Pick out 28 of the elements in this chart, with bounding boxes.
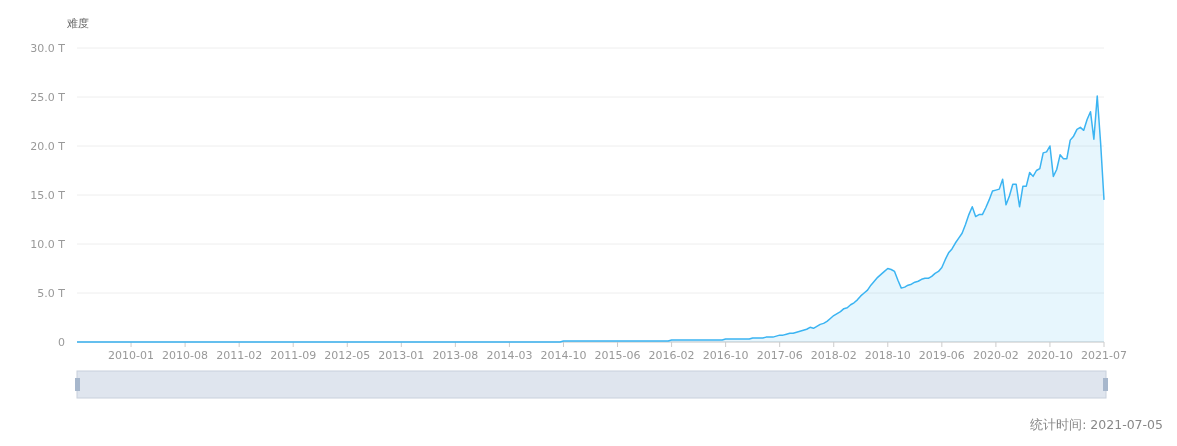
x-tick-label: 2012-05 [324,349,371,362]
x-tick-label: 2017-06 [756,349,803,362]
y-tick-label: 0 [58,336,65,349]
x-tick-label: 2010-08 [162,349,209,362]
x-tick-label: 2019-06 [918,349,965,362]
x-tick-label: 2015-06 [594,349,641,362]
x-tick-label: 2018-10 [864,349,911,362]
x-tick-label: 2016-02 [648,349,695,362]
x-tick-label: 2011-02 [216,349,263,362]
x-tick-label: 2013-08 [432,349,479,362]
x-tick-label: 2011-09 [270,349,317,362]
x-tick-label: 2020-10 [1026,349,1073,362]
x-tick-label: 2014-10 [540,349,587,362]
y-tick-label: 30.0 T [30,42,66,55]
x-tick-label: 2016-10 [702,349,749,362]
y-tick-label: 15.0 T [30,189,66,202]
x-tick-label: 2021-07 [1081,349,1127,362]
y-tick-label: 5.0 T [37,287,66,300]
x-tick-label: 2010-01 [108,349,155,362]
y-tick-label: 20.0 T [30,140,66,153]
x-tick-label: 2013-01 [378,349,425,362]
y-tick-label: 25.0 T [30,91,66,104]
y-tick-label: 10.0 T [30,238,66,251]
x-tick-label: 2018-02 [810,349,857,362]
x-tick-label: 2014-03 [486,349,533,362]
text: 统计时间: 2021-07-05 [1030,417,1163,432]
x-tick-label: 2020-02 [972,349,1019,362]
y-axis-title: 难度 [67,17,89,30]
